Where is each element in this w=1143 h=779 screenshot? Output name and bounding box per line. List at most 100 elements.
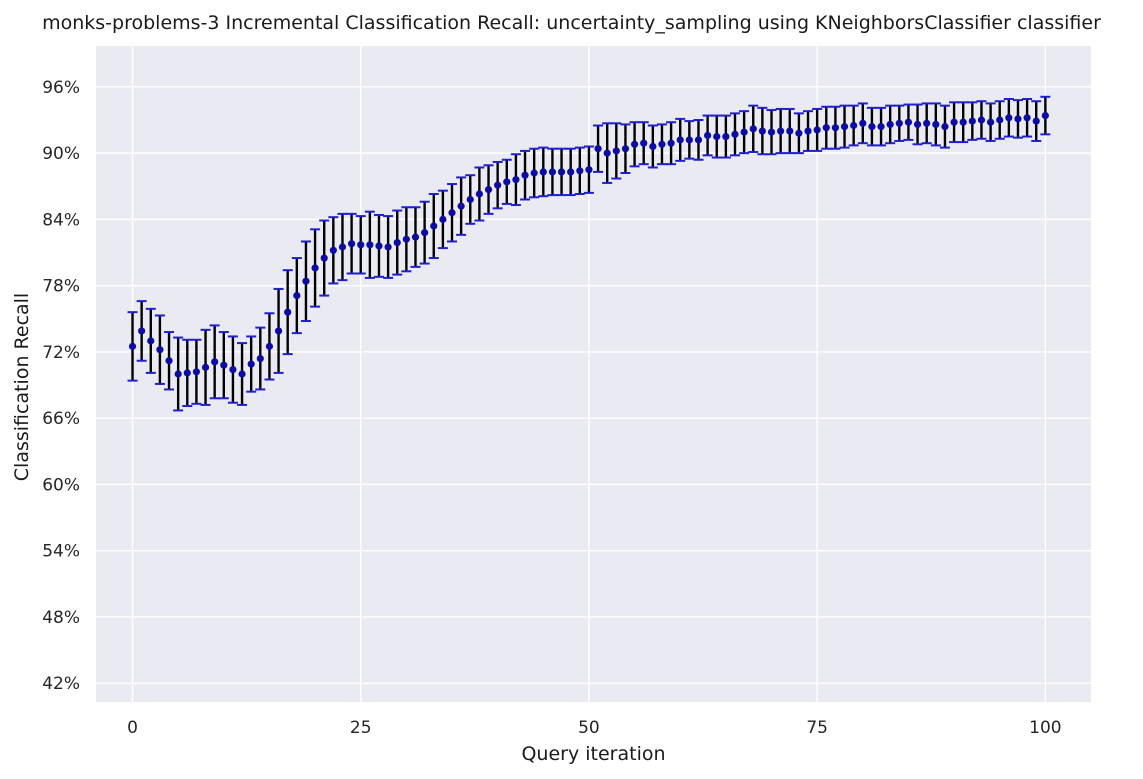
data-point xyxy=(439,215,447,223)
data-point xyxy=(1005,114,1013,122)
data-point xyxy=(676,136,684,144)
data-point xyxy=(977,116,986,124)
data-point xyxy=(777,127,785,135)
y-tick-label: 48% xyxy=(42,608,80,628)
data-point xyxy=(128,342,137,350)
y-tick-labels: 42% 48% 54% 60% 66% 72% 78% 84% 90% 96% xyxy=(42,78,80,694)
data-point xyxy=(567,168,575,176)
data-point xyxy=(804,127,812,135)
data-point xyxy=(612,147,620,155)
grid-lines xyxy=(96,46,1091,702)
data-point xyxy=(156,346,164,354)
data-point xyxy=(220,361,228,369)
y-tick-label: 54% xyxy=(42,542,80,562)
data-point xyxy=(347,240,356,248)
data-point xyxy=(448,209,456,217)
data-point xyxy=(886,120,894,129)
data-point xyxy=(904,118,913,126)
data-point xyxy=(293,291,301,300)
data-point xyxy=(402,235,410,243)
data-point xyxy=(585,166,593,174)
data-point xyxy=(375,242,383,250)
data-point xyxy=(1032,117,1040,125)
y-tick-label: 84% xyxy=(42,210,80,230)
y-tick-label: 42% xyxy=(42,674,80,694)
y-tick-label: 60% xyxy=(42,475,80,495)
data-point xyxy=(484,185,493,194)
data-point xyxy=(247,360,255,368)
x-axis-label: Query iteration xyxy=(521,743,666,765)
data-point xyxy=(868,123,876,131)
data-point xyxy=(576,167,584,175)
data-point xyxy=(877,123,885,131)
data-point xyxy=(621,145,630,153)
data-point xyxy=(685,136,693,144)
data-point xyxy=(831,124,840,132)
y-tick-label: 96% xyxy=(42,78,80,98)
data-point xyxy=(649,142,657,151)
data-point xyxy=(384,243,392,251)
chart-title: monks-problems-3 Incremental Classificat… xyxy=(42,12,1101,34)
data-point xyxy=(311,264,319,272)
data-point xyxy=(713,132,721,141)
data-point xyxy=(1041,111,1049,120)
data-point xyxy=(850,121,858,130)
plot-area xyxy=(96,46,1091,702)
data-point xyxy=(393,238,401,247)
data-point xyxy=(731,130,739,138)
data-point xyxy=(1023,114,1031,122)
data-point xyxy=(494,181,502,189)
data-point xyxy=(138,327,146,335)
data-point xyxy=(758,127,766,135)
data-point xyxy=(411,233,420,241)
data-point xyxy=(950,118,958,126)
data-point xyxy=(256,354,264,363)
data-point xyxy=(338,243,347,251)
data-point xyxy=(722,132,730,141)
data-point xyxy=(265,342,274,350)
data-point xyxy=(694,136,703,144)
data-point xyxy=(813,126,821,134)
y-tick-label: 78% xyxy=(42,277,80,297)
data-point xyxy=(603,149,611,157)
x-tick-label: 0 xyxy=(127,718,138,738)
data-point xyxy=(630,140,639,148)
data-point xyxy=(840,123,849,131)
data-point xyxy=(959,118,967,126)
data-point xyxy=(548,168,557,176)
data-point xyxy=(284,308,292,316)
data-point xyxy=(211,358,219,366)
data-point xyxy=(192,368,201,376)
y-tick-label: 90% xyxy=(42,144,80,164)
data-point xyxy=(923,119,931,127)
y-tick-label: 66% xyxy=(42,409,80,429)
data-point xyxy=(274,327,283,335)
x-tick-label: 100 xyxy=(1029,718,1061,738)
data-point xyxy=(302,277,310,285)
data-point xyxy=(913,120,922,129)
data-point xyxy=(466,195,474,204)
data-point xyxy=(201,363,210,371)
data-point xyxy=(822,124,830,132)
data-point xyxy=(640,139,648,147)
data-point xyxy=(895,119,903,127)
data-point xyxy=(658,140,666,148)
data-point xyxy=(147,337,155,345)
data-point xyxy=(986,118,995,126)
data-point xyxy=(767,128,776,136)
data-point xyxy=(512,176,520,184)
data-point xyxy=(430,222,438,230)
data-point xyxy=(667,139,675,147)
data-point xyxy=(229,365,237,374)
data-point xyxy=(968,117,976,125)
x-tick-label: 25 xyxy=(350,718,372,738)
y-axis-label: Classification Recall xyxy=(11,292,33,482)
x-tick-label: 75 xyxy=(806,718,828,738)
data-point xyxy=(238,370,246,378)
data-point xyxy=(859,119,867,127)
data-point xyxy=(320,254,328,262)
data-point xyxy=(932,120,940,129)
data-point xyxy=(165,357,173,365)
x-tick-label: 50 xyxy=(578,718,600,738)
